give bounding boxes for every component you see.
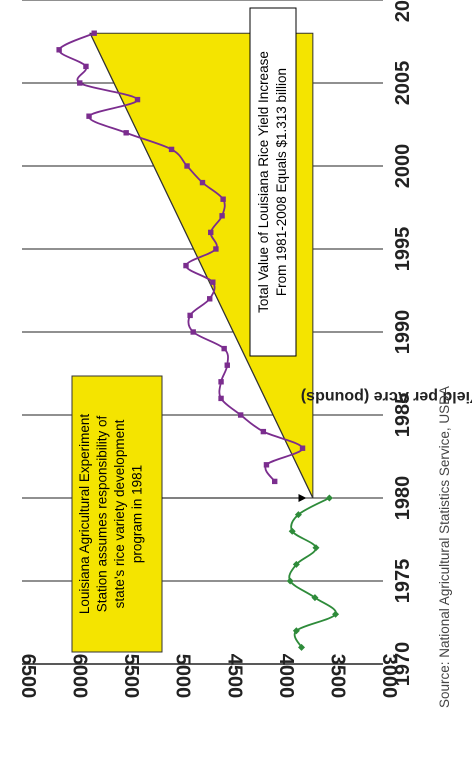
- total-value-note: Total Value of Louisiana Rice Yield Incr…: [256, 51, 289, 313]
- data-point-1983: [299, 445, 306, 451]
- series-layer: [56, 30, 340, 651]
- experiment-note-line-2: state's rice variety development: [112, 419, 127, 608]
- data-point-1982: [263, 462, 270, 468]
- data-point-1999: [199, 179, 206, 186]
- data-point-1997: [219, 213, 225, 219]
- data-point-1993: [210, 279, 216, 285]
- y-tick-4000: 4000: [275, 654, 297, 699]
- data-point-1971: [298, 643, 306, 651]
- y-tick-5500: 5500: [120, 654, 142, 699]
- data-point-1979: [294, 511, 302, 519]
- y-tick-6500: 6500: [17, 654, 39, 699]
- series-line-1: [58, 32, 304, 482]
- total-value-box: [249, 7, 297, 357]
- x-tick-2000: 2000: [392, 144, 414, 189]
- data-point-1975: [286, 577, 294, 585]
- y-tick-3000: 3000: [378, 654, 400, 699]
- data-point-1976: [292, 560, 300, 568]
- data-point-1980: [325, 494, 333, 502]
- data-point-1991: [187, 312, 193, 319]
- data-point-1992: [207, 296, 213, 302]
- y-axis-label: Louisiana Rice Yield per Acre (pounds): [301, 388, 472, 405]
- data-point-2004: [134, 96, 141, 103]
- data-point-2008: [91, 30, 97, 36]
- x-tick-2005: 2005: [392, 61, 414, 106]
- experiment-note-line-0: Louisiana Agricultural Experiment: [77, 414, 92, 615]
- data-point-1998: [220, 196, 226, 202]
- data-point-1977: [312, 544, 320, 552]
- data-point-2005: [77, 80, 83, 86]
- data-point-1990: [190, 329, 196, 335]
- annotation-layer: Louisiana Agricultural Experiment Station…: [71, 7, 307, 653]
- data-point-1986: [218, 395, 224, 402]
- data-point-1996: [208, 229, 214, 236]
- experiment-station-note: Louisiana Agricultural Experiment Station…: [77, 414, 145, 615]
- x-tick-1995: 1995: [392, 227, 414, 272]
- experiment-note-line-1: Station assumes responsibility of: [95, 415, 110, 612]
- x-tick-1990: 1990: [392, 310, 414, 355]
- trend-line: [89, 32, 314, 499]
- x-tick-1975: 1975: [392, 559, 414, 604]
- total-note-line-1: From 1981-2008 Equals $1.313 billion: [274, 68, 289, 296]
- data-point-1972: [292, 627, 300, 635]
- series-line-0: [288, 497, 337, 648]
- x-tick-1985: 1985: [392, 393, 414, 438]
- data-point-2002: [123, 130, 129, 136]
- data-point-1974: [311, 594, 319, 602]
- total-note-line-0: Total Value of Louisiana Rice Yield Incr…: [256, 51, 271, 313]
- data-point-2003: [86, 113, 92, 119]
- data-point-1989: [221, 345, 227, 352]
- data-point-1973: [332, 610, 340, 618]
- y-tick-5000: 5000: [172, 654, 194, 699]
- data-point-1994: [183, 262, 189, 269]
- x-tick-1980: 1980: [392, 476, 414, 521]
- data-point-2001: [168, 146, 175, 153]
- tick-labels: 1970 1975 1980 1985 1990 1995 2000 2005 2010 6500…: [17, 0, 414, 698]
- experiment-note-line-3: program in 1981: [130, 465, 145, 563]
- data-point-1984: [260, 428, 267, 435]
- data-point-1995: [213, 246, 219, 252]
- data-point-2000: [184, 163, 190, 169]
- source-note: Source: National Agricultural Statistics…: [437, 386, 452, 708]
- y-tick-6000: 6000: [69, 654, 91, 699]
- experiment-station-box: [71, 375, 163, 653]
- y-tick-3500: 3500: [326, 654, 348, 699]
- data-point-1987: [218, 379, 224, 385]
- data-point-1981: [272, 478, 278, 485]
- data-point-2006: [83, 63, 89, 70]
- data-point-2007: [56, 47, 62, 53]
- x-tick-2010: 2010: [392, 0, 414, 22]
- data-point-1985: [237, 412, 244, 418]
- data-point-1978: [288, 527, 296, 535]
- data-point-1988: [224, 362, 230, 368]
- y-tick-4500: 4500: [223, 654, 245, 699]
- x-tick-1970: 1970: [392, 642, 414, 687]
